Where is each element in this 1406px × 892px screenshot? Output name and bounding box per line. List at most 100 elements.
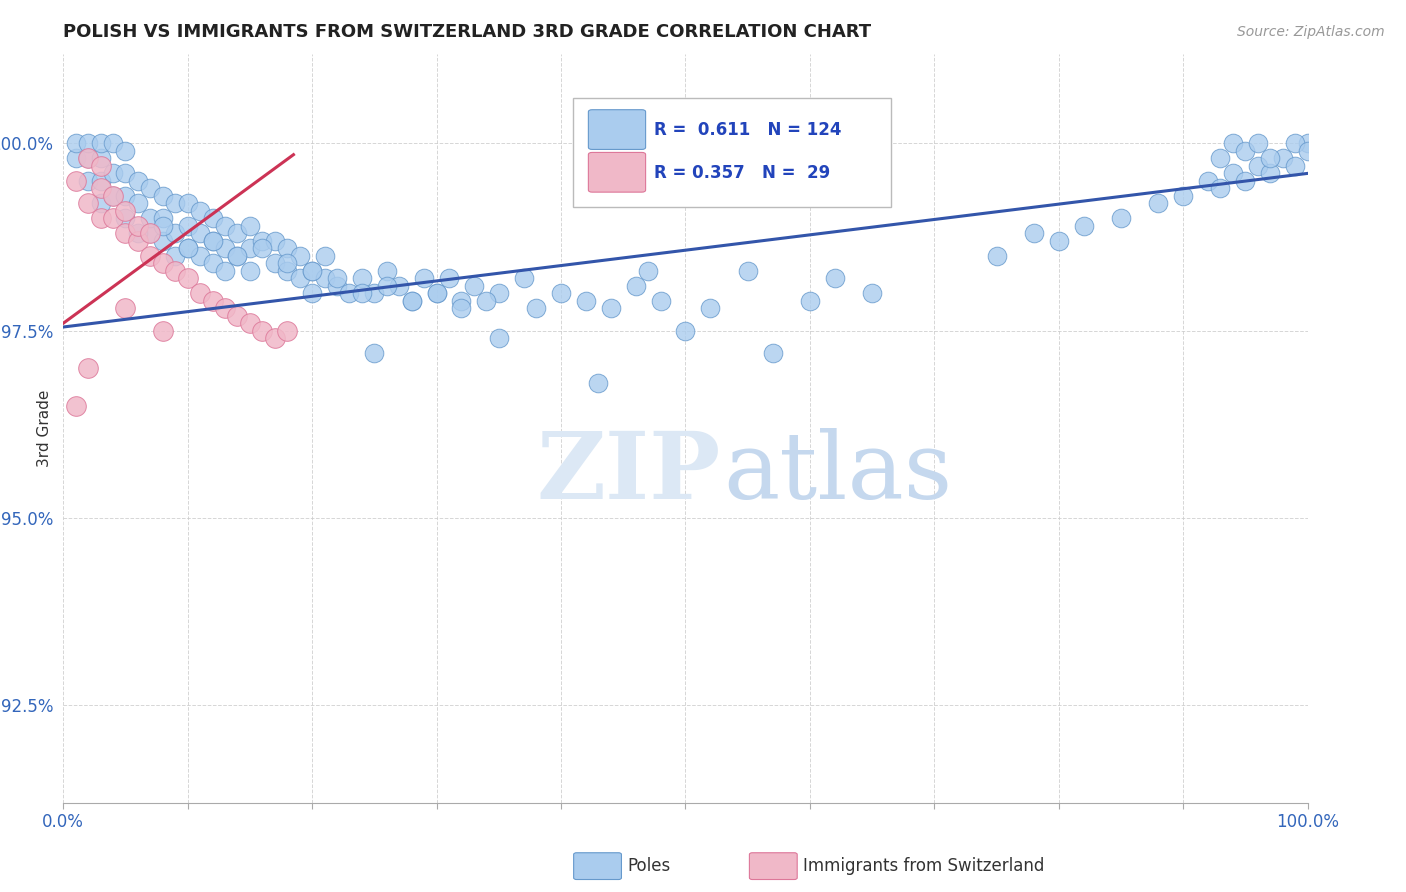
- Point: [152, 256, 174, 270]
- Text: Poles: Poles: [627, 857, 671, 875]
- Point: [152, 234, 174, 248]
- Point: [1234, 144, 1257, 158]
- Point: [226, 309, 249, 323]
- Point: [114, 166, 136, 180]
- Point: [214, 301, 236, 316]
- Point: [101, 166, 124, 180]
- Point: [139, 181, 162, 195]
- Point: [65, 136, 87, 151]
- Point: [65, 399, 87, 413]
- Point: [1258, 152, 1281, 166]
- Point: [301, 264, 323, 278]
- Point: [1284, 159, 1306, 173]
- Point: [699, 301, 721, 316]
- Point: [301, 286, 323, 301]
- Point: [239, 264, 262, 278]
- Point: [239, 241, 262, 255]
- Point: [860, 286, 883, 301]
- Point: [488, 286, 510, 301]
- Point: [226, 249, 249, 263]
- Point: [127, 227, 149, 241]
- Point: [263, 331, 285, 345]
- Point: [276, 241, 298, 255]
- Point: [599, 301, 621, 316]
- Point: [824, 271, 846, 285]
- Text: POLISH VS IMMIGRANTS FROM SWITZERLAND 3RD GRADE CORRELATION CHART: POLISH VS IMMIGRANTS FROM SWITZERLAND 3R…: [63, 23, 872, 41]
- Point: [326, 278, 349, 293]
- Point: [152, 219, 174, 233]
- Point: [201, 256, 224, 270]
- Point: [276, 264, 298, 278]
- Point: [127, 219, 149, 233]
- Point: [139, 249, 162, 263]
- Point: [314, 271, 336, 285]
- Point: [77, 152, 100, 166]
- Point: [127, 196, 149, 211]
- Point: [799, 293, 821, 308]
- Point: [239, 316, 262, 330]
- Point: [350, 286, 373, 301]
- Point: [177, 196, 200, 211]
- Point: [1296, 144, 1319, 158]
- Point: [363, 346, 385, 360]
- Point: [101, 136, 124, 151]
- Point: [65, 152, 87, 166]
- Point: [152, 189, 174, 203]
- Point: [90, 159, 112, 173]
- Point: [177, 241, 200, 255]
- Point: [1073, 219, 1095, 233]
- Point: [90, 211, 112, 226]
- Point: [1197, 174, 1219, 188]
- Point: [1247, 136, 1270, 151]
- Point: [276, 256, 298, 270]
- Point: [90, 174, 112, 188]
- Point: [101, 189, 124, 203]
- Point: [90, 181, 112, 195]
- Point: [188, 286, 211, 301]
- Point: [737, 264, 759, 278]
- Point: [1022, 227, 1045, 241]
- Point: [450, 301, 472, 316]
- Point: [114, 203, 136, 218]
- Point: [139, 227, 162, 241]
- Point: [214, 241, 236, 255]
- Point: [1284, 136, 1306, 151]
- Point: [624, 278, 647, 293]
- Point: [1296, 136, 1319, 151]
- Point: [152, 324, 174, 338]
- Point: [301, 264, 323, 278]
- Point: [165, 227, 187, 241]
- Point: [127, 234, 149, 248]
- Point: [77, 196, 100, 211]
- Point: [450, 293, 472, 308]
- Point: [1047, 234, 1070, 248]
- Point: [263, 234, 285, 248]
- Point: [401, 293, 423, 308]
- Point: [188, 227, 211, 241]
- Point: [90, 196, 112, 211]
- Point: [90, 136, 112, 151]
- FancyBboxPatch shape: [574, 98, 891, 207]
- Point: [426, 286, 449, 301]
- Text: ZIP: ZIP: [536, 428, 720, 518]
- Point: [214, 264, 236, 278]
- Point: [675, 324, 697, 338]
- Point: [65, 174, 87, 188]
- Point: [375, 278, 398, 293]
- Point: [1247, 159, 1270, 173]
- Point: [114, 301, 136, 316]
- Point: [463, 278, 485, 293]
- Text: R = 0.357   N =  29: R = 0.357 N = 29: [654, 163, 831, 182]
- Point: [388, 278, 411, 293]
- Y-axis label: 3rd Grade: 3rd Grade: [37, 390, 52, 467]
- FancyBboxPatch shape: [588, 110, 645, 150]
- Point: [239, 219, 262, 233]
- Point: [152, 211, 174, 226]
- Point: [201, 234, 224, 248]
- Point: [1222, 166, 1244, 180]
- Point: [1234, 174, 1257, 188]
- Text: Immigrants from Switzerland: Immigrants from Switzerland: [803, 857, 1045, 875]
- Text: R =  0.611   N = 124: R = 0.611 N = 124: [654, 121, 842, 139]
- Point: [276, 324, 298, 338]
- Point: [437, 271, 460, 285]
